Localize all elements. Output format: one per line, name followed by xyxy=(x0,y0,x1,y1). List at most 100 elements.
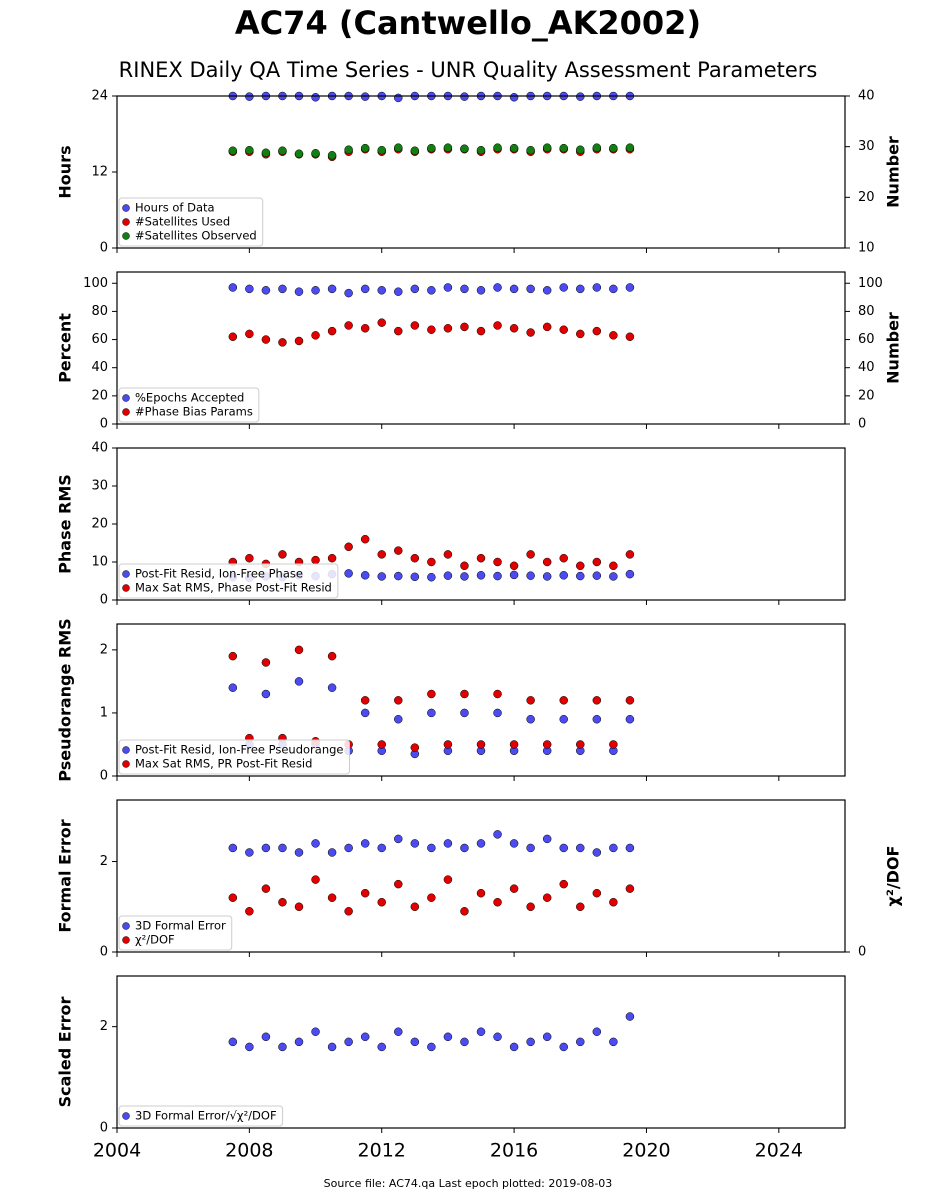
data-point xyxy=(344,145,353,154)
plot-frame xyxy=(116,975,846,1129)
data-point xyxy=(509,324,519,333)
data-point xyxy=(360,708,370,718)
plot-frame xyxy=(116,623,846,777)
y-tick-label: 24 xyxy=(91,89,108,104)
data-point xyxy=(559,553,568,563)
data-point xyxy=(542,893,552,902)
data-point xyxy=(327,151,337,160)
data-point xyxy=(377,318,386,327)
data-point xyxy=(592,571,602,580)
data-point xyxy=(493,571,502,581)
data-point xyxy=(476,888,486,898)
data-point xyxy=(394,287,403,296)
data-point xyxy=(294,149,304,159)
y2-axis-label: χ²/DOF xyxy=(884,846,903,907)
data-point xyxy=(559,571,568,580)
data-point xyxy=(311,839,320,848)
legend-label: #Phase Bias Params xyxy=(135,405,253,419)
data-point xyxy=(625,283,635,292)
data-point xyxy=(576,843,585,853)
data-point xyxy=(245,848,254,857)
data-point xyxy=(493,321,502,330)
x-tick-label: 2020 xyxy=(622,1140,670,1162)
y-tick-label: 20 xyxy=(91,517,108,532)
data-point xyxy=(609,572,618,581)
data-point xyxy=(526,145,535,155)
legend-marker xyxy=(122,204,130,212)
legend-label: Max Sat RMS, PR Post-Fit Resid xyxy=(135,757,312,771)
data-point xyxy=(311,331,320,340)
y-tick-label: 0 xyxy=(100,417,108,432)
data-point xyxy=(559,843,568,853)
data-point xyxy=(526,902,535,912)
y2-tick-label: 40 xyxy=(858,89,875,104)
data-point xyxy=(592,888,602,898)
data-point xyxy=(609,331,618,340)
data-point xyxy=(377,145,386,155)
data-point xyxy=(360,696,370,705)
data-point xyxy=(460,144,469,153)
data-point xyxy=(542,557,552,567)
data-point xyxy=(311,1027,320,1036)
legend-marker xyxy=(122,760,130,768)
data-point xyxy=(327,284,337,294)
data-point xyxy=(559,143,568,153)
data-point xyxy=(245,92,254,101)
data-point xyxy=(360,1032,370,1042)
data-point xyxy=(443,324,453,333)
legend-marker xyxy=(122,1112,130,1120)
data-point xyxy=(410,284,420,294)
data-point xyxy=(410,572,420,582)
legend-marker xyxy=(122,408,130,416)
data-point xyxy=(360,143,370,153)
data-point xyxy=(493,689,502,699)
y2-axis-label: Number xyxy=(884,312,903,384)
y-tick-label: 0 xyxy=(100,945,108,960)
data-point xyxy=(476,740,486,749)
data-point xyxy=(278,550,287,559)
legend-label: Post-Fit Resid, Ion-Free Pseudorange xyxy=(135,743,343,757)
data-point xyxy=(427,286,436,295)
data-point xyxy=(542,286,552,295)
data-point xyxy=(344,542,353,552)
legend-marker xyxy=(122,232,130,240)
data-point xyxy=(427,325,436,334)
data-point xyxy=(559,714,568,724)
data-point xyxy=(245,145,254,155)
data-point xyxy=(261,148,271,157)
data-point xyxy=(327,848,337,857)
data-point xyxy=(410,321,420,330)
data-point xyxy=(542,740,552,749)
legend-box xyxy=(118,387,260,423)
legend-box xyxy=(118,563,339,599)
y-tick-label: 0 xyxy=(100,769,108,784)
data-point xyxy=(278,897,287,907)
data-point xyxy=(410,743,420,752)
data-point xyxy=(394,143,403,152)
data-point xyxy=(609,143,618,153)
data-point xyxy=(493,708,502,718)
data-point xyxy=(377,550,386,559)
x-tick-label: 2008 xyxy=(225,1140,273,1162)
data-point xyxy=(228,651,238,661)
legend-box xyxy=(118,1105,284,1127)
data-point xyxy=(625,696,635,705)
data-point xyxy=(443,550,453,559)
data-point xyxy=(460,92,469,101)
legend-label: 3D Formal Error/√χ²/DOF xyxy=(135,1109,277,1123)
data-point xyxy=(559,325,568,334)
data-point xyxy=(294,1037,304,1047)
legend-label: χ²/DOF xyxy=(135,933,175,947)
y-tick-label: 0 xyxy=(100,593,108,608)
data-point xyxy=(294,677,304,686)
legend-marker xyxy=(122,922,130,930)
data-point xyxy=(228,683,238,692)
data-point xyxy=(542,143,552,152)
legend-marker xyxy=(122,394,130,402)
y2-tick-label: 20 xyxy=(858,190,875,205)
data-point xyxy=(245,907,254,916)
legend-box xyxy=(118,197,264,247)
legend-label: 3D Formal Error xyxy=(135,919,226,933)
data-point xyxy=(476,286,486,295)
data-point xyxy=(228,893,238,902)
